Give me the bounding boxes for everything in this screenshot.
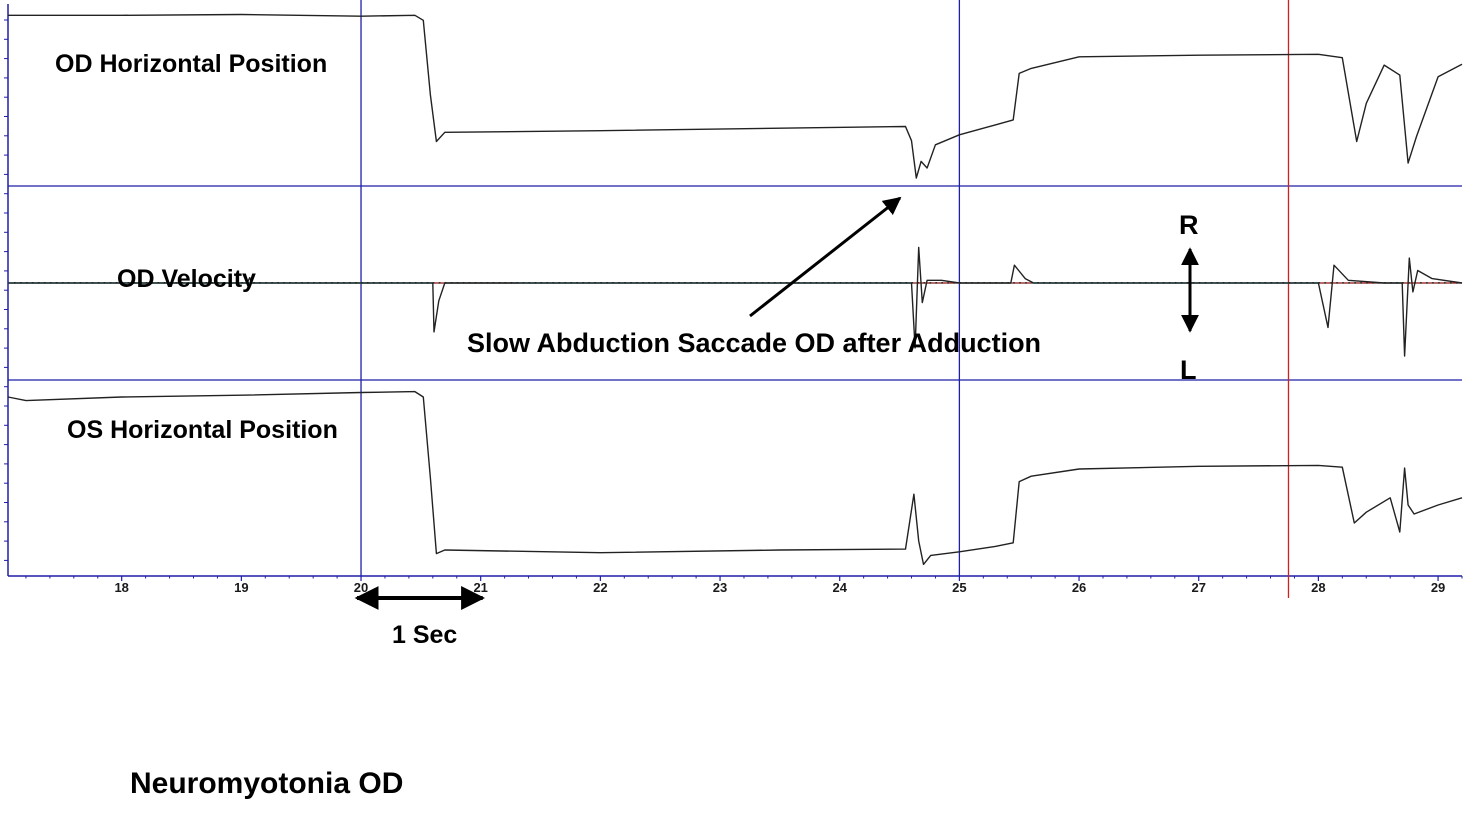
velocity-noise-dot: [941, 282, 943, 284]
traces: [7, 13, 1463, 566]
velocity-noise-dot: [1408, 282, 1410, 284]
velocity-noise-dot: [947, 282, 949, 284]
x-tick-label: 24: [832, 580, 847, 595]
velocity-noise-dot: [1330, 282, 1332, 284]
velocity-noise-dot: [1019, 282, 1021, 284]
annotation-arrow: [749, 196, 902, 318]
y-ticks: [4, 19, 8, 561]
x-tick-label: 21: [473, 580, 487, 595]
x-tick-label: 29: [1431, 580, 1445, 595]
velocity-noise-dot: [1438, 282, 1440, 284]
velocity-noise-dot: [432, 282, 435, 284]
x-tick-label: 25: [952, 580, 966, 595]
panel-title-od-velocity: OD Velocity: [117, 265, 256, 293]
velocity-noise-dot: [935, 282, 937, 284]
x-tick-label: 20: [354, 580, 368, 595]
velocity-noise-dot: [1342, 282, 1344, 284]
velocity-noise-dot: [1450, 282, 1452, 284]
x-tick-label: 22: [593, 580, 607, 595]
velocity-noise-dot: [1426, 282, 1428, 284]
velocity-noise-dot: [1366, 282, 1368, 284]
trace-os-position: [7, 390, 1463, 566]
panel-title-od-position: OD Horizontal Position: [55, 50, 327, 78]
velocity-noise-dot: [1444, 282, 1446, 284]
velocity-noise-dot: [1348, 282, 1350, 284]
velocity-noise-dot: [1354, 282, 1356, 284]
panel-title-os-position: OS Horizontal Position: [67, 416, 338, 444]
direction-label-r: R: [1179, 210, 1199, 240]
velocity-noise-dot: [917, 282, 920, 284]
x-tick-label: 19: [234, 580, 248, 595]
velocity-noise-dot: [911, 282, 914, 284]
x-tick-label: 26: [1072, 580, 1086, 595]
velocity-noise-dot: [438, 282, 441, 284]
marker-lines: [360, 0, 1290, 598]
x-tick-label: 27: [1191, 580, 1205, 595]
velocity-noise-dot: [1420, 282, 1422, 284]
velocity-noise-dot: [1324, 282, 1326, 284]
velocity-noise-dot: [1013, 282, 1015, 284]
x-axis-ticks: 18 19 20 21 22 23 24 25 26 27 28 29: [25, 576, 1463, 595]
annotation-label: Slow Abduction Saccade OD after Adductio…: [467, 328, 1041, 358]
velocity-noise-dot: [1336, 282, 1338, 284]
direction-label-l: L: [1180, 355, 1197, 385]
velocity-noise-dot: [1360, 282, 1362, 284]
trace-od-position: [8, 13, 1463, 179]
trace-od-velocity: [8, 246, 1463, 357]
velocity-noise-dot: [1432, 282, 1434, 284]
velocity-noise-dot: [1402, 282, 1404, 284]
x-tick-label: 28: [1311, 580, 1325, 595]
x-tick-label: 18: [114, 580, 128, 595]
figure-caption: Neuromyotonia OD: [130, 767, 403, 800]
velocity-noise-dot: [1318, 282, 1320, 284]
velocity-noise-dot: [929, 282, 932, 284]
velocity-noise-dot: [1025, 282, 1027, 284]
scale-bar-label: 1 Sec: [392, 621, 457, 649]
velocity-noise-dot: [923, 282, 926, 284]
x-tick-label: 23: [713, 580, 727, 595]
